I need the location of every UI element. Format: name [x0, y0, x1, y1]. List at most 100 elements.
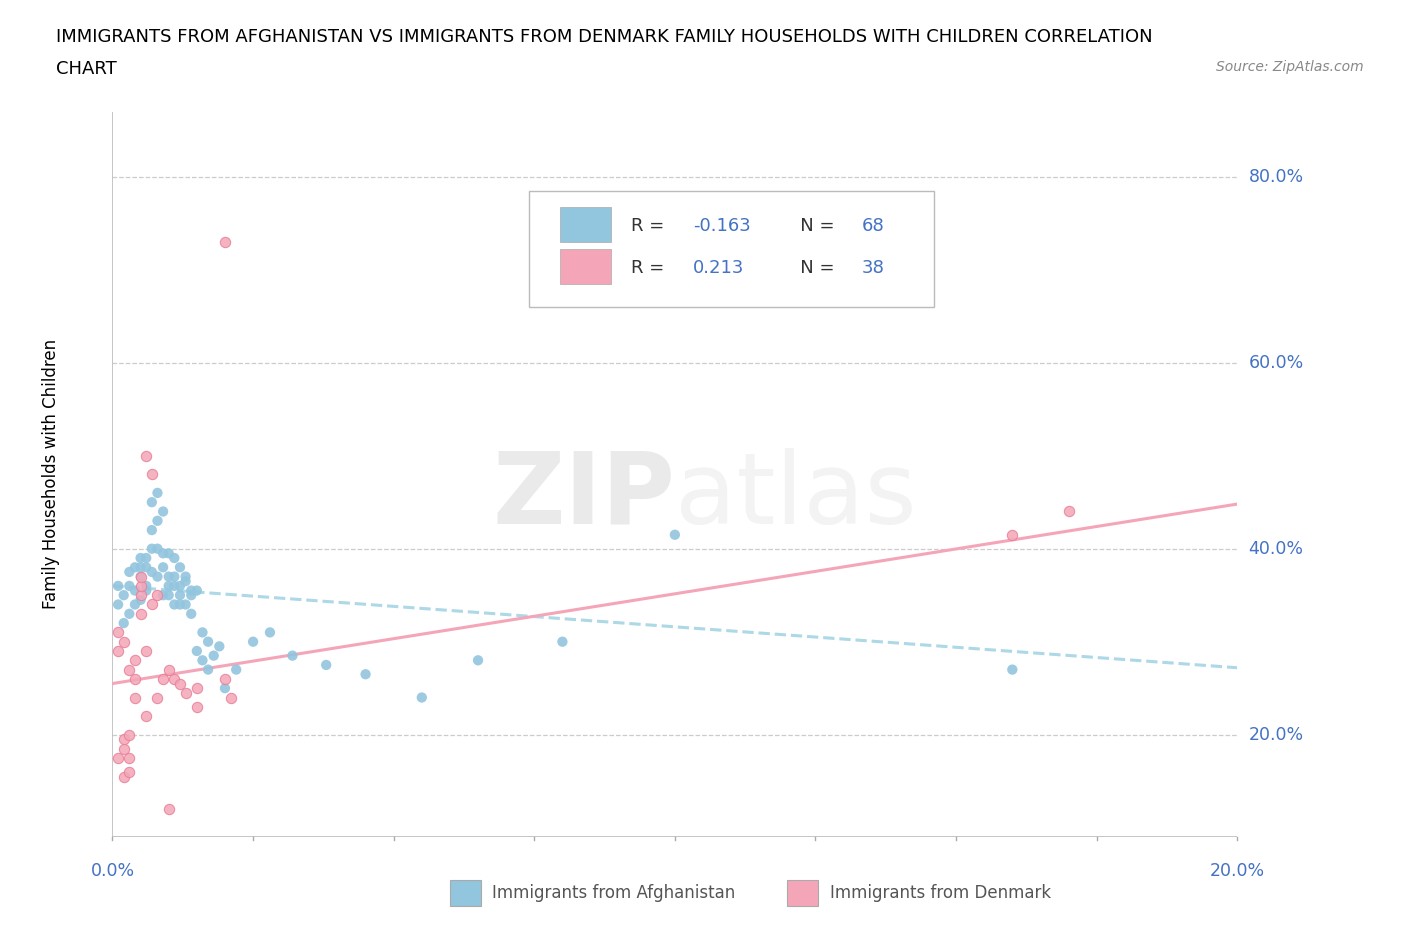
Point — [129, 588, 152, 603]
Text: 20.0%: 20.0% — [1249, 725, 1303, 744]
Point — [197, 634, 219, 649]
Point — [467, 653, 489, 668]
Point — [191, 625, 214, 640]
Text: 0.213: 0.213 — [693, 259, 744, 276]
Point — [135, 709, 157, 724]
Text: N =: N = — [783, 259, 841, 276]
Point — [129, 551, 152, 565]
Point — [157, 802, 180, 817]
Point — [118, 606, 141, 621]
Point — [141, 467, 163, 482]
Point — [107, 597, 129, 612]
FancyBboxPatch shape — [529, 192, 934, 308]
Point — [118, 764, 141, 779]
Point — [124, 560, 146, 575]
Point — [186, 644, 208, 658]
Point — [129, 606, 152, 621]
Text: Source: ZipAtlas.com: Source: ZipAtlas.com — [1216, 60, 1364, 74]
Point — [152, 504, 174, 519]
Point — [152, 560, 174, 575]
Point — [169, 588, 191, 603]
Point — [124, 583, 146, 598]
Point — [135, 560, 157, 575]
Point — [354, 667, 377, 682]
Text: 40.0%: 40.0% — [1249, 539, 1303, 558]
Point — [141, 597, 163, 612]
Point — [118, 578, 141, 593]
Point — [146, 569, 169, 584]
Point — [129, 578, 152, 593]
Point — [107, 751, 129, 765]
Point — [112, 588, 135, 603]
Text: 60.0%: 60.0% — [1249, 353, 1303, 372]
Point — [1001, 662, 1024, 677]
Text: CHART: CHART — [56, 60, 117, 78]
Point — [157, 578, 180, 593]
Point — [242, 634, 264, 649]
Point — [315, 658, 337, 672]
Point — [129, 569, 152, 584]
Text: R =: R = — [631, 218, 671, 235]
Point — [186, 681, 208, 696]
Point — [186, 699, 208, 714]
Point — [163, 597, 186, 612]
Text: 38: 38 — [862, 259, 884, 276]
Point — [135, 448, 157, 463]
Point — [107, 625, 129, 640]
Point — [107, 644, 129, 658]
Point — [1057, 504, 1080, 519]
Point — [191, 653, 214, 668]
Point — [129, 569, 152, 584]
Point — [208, 639, 231, 654]
Point — [157, 569, 180, 584]
Point — [157, 662, 180, 677]
Text: R =: R = — [631, 259, 671, 276]
Point — [146, 588, 169, 603]
Point — [169, 597, 191, 612]
Point — [146, 485, 169, 500]
Point — [163, 569, 186, 584]
Text: Immigrants from Afghanistan: Immigrants from Afghanistan — [492, 884, 735, 902]
Point — [174, 569, 197, 584]
Point — [129, 592, 152, 607]
Text: Family Households with Children: Family Households with Children — [42, 339, 59, 609]
Point — [259, 625, 281, 640]
Point — [157, 546, 180, 561]
Point — [141, 523, 163, 538]
Point — [163, 551, 186, 565]
Point — [163, 671, 186, 686]
Point — [281, 648, 304, 663]
Point — [112, 616, 135, 631]
Point — [219, 690, 242, 705]
Point — [174, 597, 197, 612]
Point — [197, 662, 219, 677]
Point — [214, 234, 236, 249]
Point — [118, 662, 141, 677]
Point — [152, 546, 174, 561]
Text: IMMIGRANTS FROM AFGHANISTAN VS IMMIGRANTS FROM DENMARK FAMILY HOUSEHOLDS WITH CH: IMMIGRANTS FROM AFGHANISTAN VS IMMIGRANT… — [56, 28, 1153, 46]
Point — [202, 648, 225, 663]
Text: 0.0%: 0.0% — [90, 862, 135, 880]
Point — [124, 597, 146, 612]
Text: N =: N = — [783, 218, 841, 235]
Text: 20.0%: 20.0% — [1209, 862, 1265, 880]
Text: atlas: atlas — [675, 447, 917, 545]
Point — [135, 583, 157, 598]
Point — [152, 671, 174, 686]
Point — [174, 685, 197, 700]
Point — [225, 662, 247, 677]
Point — [146, 690, 169, 705]
Text: 68: 68 — [862, 218, 884, 235]
Point — [118, 751, 141, 765]
Point — [163, 578, 186, 593]
Point — [180, 583, 202, 598]
Point — [124, 690, 146, 705]
Point — [129, 560, 152, 575]
Text: 80.0%: 80.0% — [1249, 167, 1303, 186]
Point — [186, 583, 208, 598]
Point — [180, 606, 202, 621]
Point — [146, 513, 169, 528]
Point — [411, 690, 433, 705]
Point — [118, 727, 141, 742]
Point — [118, 565, 141, 579]
